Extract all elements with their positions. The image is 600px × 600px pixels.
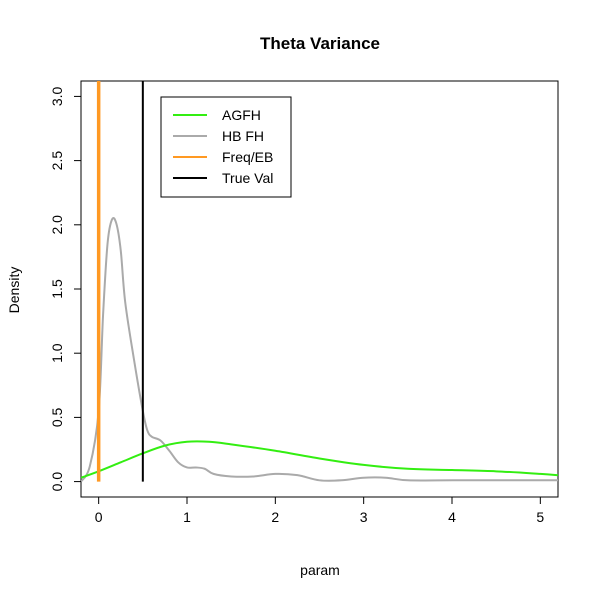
- legend-label: True Val: [222, 170, 273, 186]
- legend-box: [160, 96, 292, 198]
- y-tick-label: 0.5: [49, 407, 65, 427]
- y-axis-label: Density: [6, 267, 22, 314]
- x-axis-label: param: [300, 562, 340, 578]
- x-tick-label: 5: [536, 509, 544, 525]
- series-line-agfh: [81, 440, 558, 479]
- legend-label: HB FH: [222, 128, 264, 144]
- x-tick-label: 4: [448, 509, 456, 525]
- x-tick-label: 0: [95, 509, 103, 525]
- x-tick-label: 1: [183, 509, 191, 525]
- y-tick-label: 1.0: [49, 343, 65, 363]
- y-tick-label: 1.5: [49, 279, 65, 299]
- series-group: [81, 81, 558, 483]
- y-tick-label: 0.0: [49, 472, 65, 492]
- y-tick-label: 2.5: [49, 151, 65, 171]
- x-tick-label: 3: [360, 509, 368, 525]
- plot-area: 0 1 2 3 4 5 0.0 0.5 1.0 1.5 2.0 2.5 3.0 AGFH HB FH Freq…: [49, 80, 559, 525]
- legend-label: Freq/EB: [222, 149, 273, 165]
- y-tick-label: 3.0: [49, 86, 65, 106]
- plot-frame: [80, 80, 559, 498]
- y-tick-label: 2.0: [49, 215, 65, 235]
- chart-title: Theta Variance: [260, 34, 380, 53]
- legend-label: AGFH: [222, 107, 261, 123]
- series-line-hb-fh: [81, 217, 558, 483]
- legend: AGFH HB FH Freq/EB True Val: [160, 96, 292, 198]
- x-tick-label: 2: [271, 509, 279, 525]
